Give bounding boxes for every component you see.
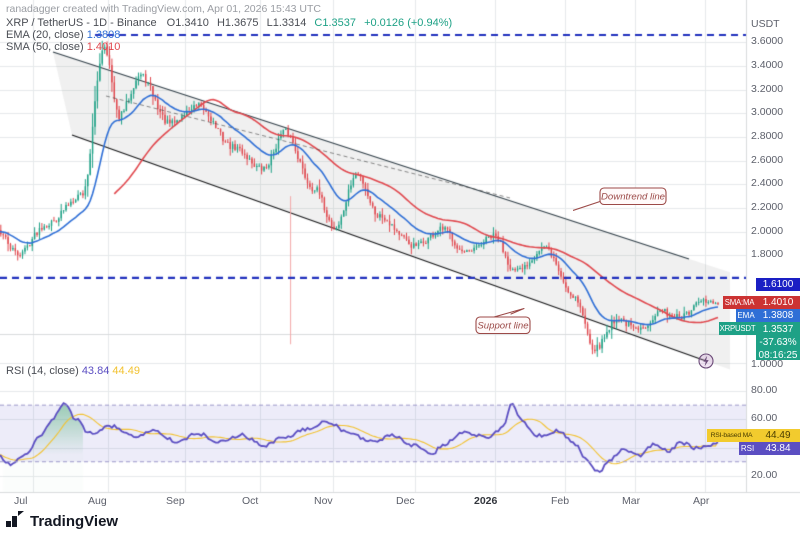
svg-text:Downtrend line: Downtrend line xyxy=(601,192,665,203)
svg-text:Support line: Support line xyxy=(477,321,528,332)
